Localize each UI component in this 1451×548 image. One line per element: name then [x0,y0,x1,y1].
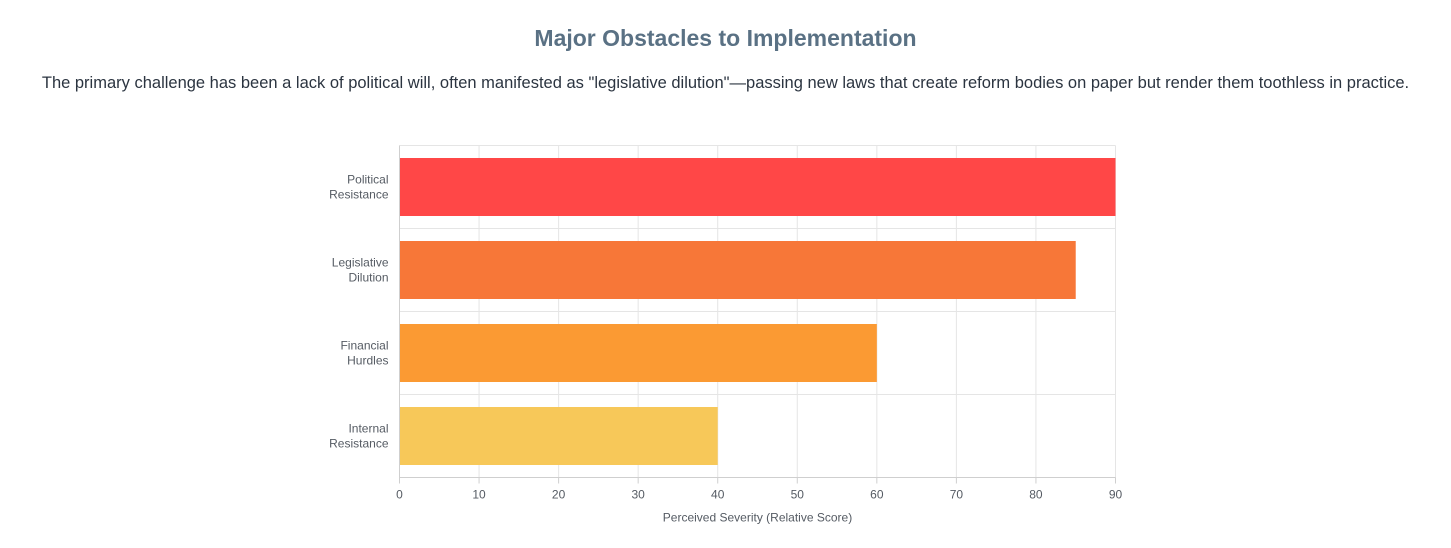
x-tick-label-5: 50 [791,488,805,502]
x-tick-label-2: 20 [552,488,566,502]
chart-description: The primary challenge has been a lack of… [41,74,1410,92]
x-tick-label-8: 80 [1029,488,1043,502]
x-tick-label-3: 30 [631,488,645,502]
y-tick-label-2: Financial Hurdles [340,339,388,368]
bar-financial-hurdles [399,324,877,382]
x-tick-label-0: 0 [396,488,403,502]
x-tick-label-4: 40 [711,488,725,502]
x-tick-label-1: 10 [472,488,486,502]
x-axis-title: Perceived Severity (Relative Score) [663,511,852,525]
chart-heading: Major Obstacles to Implementation [534,25,917,51]
axes: 0 10 20 30 40 50 60 70 80 90 Political Resistance Le… [329,145,1123,502]
y-tick-label-1: Legislative Dilution [332,256,389,285]
bar-political-resistance [399,158,1116,216]
bars [399,158,1116,465]
x-tick-label-6: 60 [870,488,884,502]
y-tick-label-3: Internal Resistance [329,422,389,451]
bar-internal-resistance [399,407,718,465]
y-tick-label-0: Political Resistance [329,173,389,202]
bar-legislative-dilution [399,241,1076,299]
x-tick-label-7: 70 [950,488,964,502]
x-tick-label-9: 90 [1109,488,1123,502]
